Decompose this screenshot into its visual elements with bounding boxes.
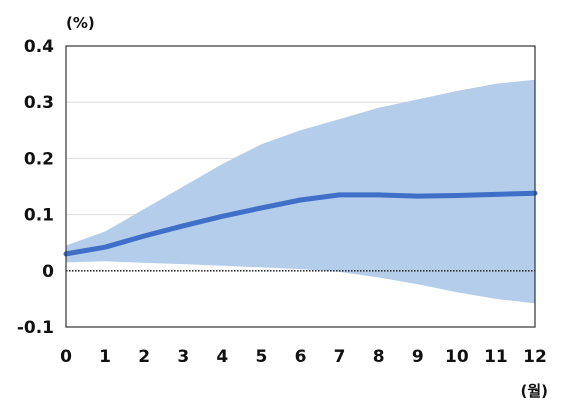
x-tick-label: 12 <box>523 347 547 367</box>
series-line-estimate <box>63 190 538 257</box>
y-tick-label: 0 <box>42 262 54 282</box>
x-tick-label: 3 <box>177 347 189 367</box>
x-tick-label: 1 <box>99 347 111 367</box>
plot-frame <box>65 45 536 328</box>
y-axis-ticks: 0.4 0.3 0.2 0.1 0 -0.1 <box>17 37 54 338</box>
y-tick-label: -0.1 <box>17 318 54 338</box>
y-tick-label: 0.3 <box>24 93 54 113</box>
y-tick-label: 0.1 <box>24 206 54 226</box>
x-tick-label: 8 <box>373 347 385 367</box>
x-tick-label: 4 <box>216 347 228 367</box>
confidence-band <box>66 79 535 304</box>
x-tick-label: 10 <box>445 347 469 367</box>
x-tick-label: 0 <box>60 347 72 367</box>
x-tick-label: 2 <box>138 347 150 367</box>
y-tick-label: 0.4 <box>24 37 54 57</box>
y-tick-label: 0.2 <box>24 149 54 169</box>
x-tick-label: 11 <box>484 347 508 367</box>
x-tick-label: 6 <box>295 347 307 367</box>
x-tick-label: 5 <box>255 347 267 367</box>
x-unit-label: (월) <box>520 382 548 400</box>
x-axis-ticks: 0 1 2 3 4 5 6 7 8 9 10 11 12 <box>60 347 547 367</box>
x-tick-label: 7 <box>334 347 346 367</box>
y-unit-label: (%) <box>66 14 95 32</box>
x-tick-label: 9 <box>412 347 424 367</box>
